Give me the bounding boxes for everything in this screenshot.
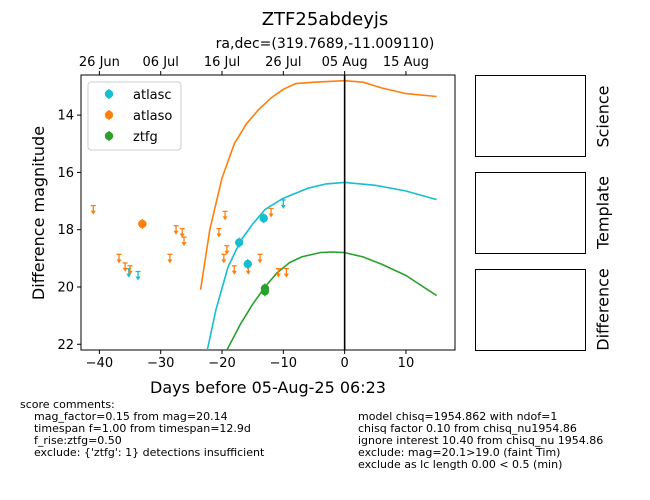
upper-limit-arrow-atlaso <box>231 270 237 275</box>
x-tick-label: −10 <box>270 356 297 371</box>
x-tick-label: 0 <box>340 356 348 371</box>
model-comments: model chisq=1954.862 with ndof=1 chisq f… <box>358 410 604 471</box>
detection-point-atlaso <box>138 219 147 229</box>
top-tick-label: 05 Aug <box>322 55 368 70</box>
y-tick-label: 14 <box>57 109 74 124</box>
detection-point-atlasc <box>259 214 268 223</box>
upper-limit-arrow-atlaso <box>245 270 251 275</box>
upper-limit-arrow-atlaso <box>167 259 173 264</box>
upper-limit-arrow-atlaso <box>257 259 263 264</box>
model-curve-atlasc <box>206 181 437 350</box>
detection-point-ztfg <box>260 287 270 296</box>
upper-limit-arrow-atlaso <box>173 230 179 235</box>
model-curve-ztfg <box>226 251 438 350</box>
top-tick-label: 26 Jul <box>265 55 301 70</box>
y-tick-label: 22 <box>57 338 74 353</box>
upper-limit-arrow-atlasc <box>280 204 286 209</box>
y-tick-label: 16 <box>57 166 74 181</box>
detection-point-atlasc <box>243 259 252 269</box>
legend-label-atlasc: atlasc <box>133 88 172 103</box>
upper-limit-arrow-atlaso <box>283 273 289 278</box>
plot-frame <box>80 74 456 351</box>
model-curve-atlaso <box>199 79 437 290</box>
upper-limit-arrow-atlaso <box>221 259 227 264</box>
difference-panel-label: Difference <box>593 268 613 351</box>
upper-limit-arrow-atlasc <box>126 273 132 278</box>
upper-limit-arrow-atlaso <box>127 270 133 275</box>
top-tick-label: 16 Jul <box>204 55 240 70</box>
difference-image-panel <box>475 269 586 351</box>
upper-limit-arrow-atlaso <box>116 259 122 264</box>
upper-limit-arrow-atlaso <box>268 213 274 218</box>
legend-label-ztfg: ztfg <box>133 130 158 145</box>
plot-area: −40 −30 −20 −10 0 10 26 Jun 06 Jul 16 Jul 26 Jul 0… <box>57 55 456 371</box>
legend-marker-atlaso <box>104 110 114 120</box>
detection-point-atlasc <box>234 238 244 247</box>
upper-limit-arrow-atlaso <box>122 267 128 272</box>
x-tick-label: −20 <box>208 356 235 371</box>
chart-title: ZTF25abdeyjs <box>262 9 389 30</box>
x-tick-label: 10 <box>398 356 415 371</box>
y-tick-label: 20 <box>57 280 74 295</box>
upper-limit-arrow-atlaso <box>224 250 230 255</box>
upper-limit-arrow-atlaso <box>90 210 96 215</box>
legend-marker-ztfg <box>104 131 114 141</box>
top-tick-label: 06 Jul <box>143 55 179 70</box>
upper-limit-arrow-atlaso <box>181 242 187 247</box>
legend-label-atlaso: atlaso <box>133 109 172 124</box>
top-tick-label: 15 Aug <box>383 55 429 70</box>
science-image-panel <box>475 75 586 157</box>
template-image-panel <box>475 172 586 254</box>
y-axis-label: Difference magnitude <box>29 126 48 300</box>
score-comments: score comments: mag_factor=0.15 from mag… <box>20 398 265 459</box>
chart-subtitle: ra,dec=(319.7689,-11.009110) <box>216 36 435 52</box>
upper-limit-arrow-atlaso <box>275 273 281 278</box>
upper-limit-arrow-atlaso <box>179 233 185 238</box>
upper-limit-arrow-atlasc <box>135 276 141 281</box>
y-tick-label: 18 <box>57 223 74 238</box>
x-axis-label: Days before 05-Aug-25 06:23 <box>150 378 386 397</box>
legend-marker-atlasc <box>104 89 114 99</box>
x-tick-label: −30 <box>147 356 174 371</box>
upper-limit-arrow-atlaso <box>216 233 222 238</box>
x-tick-label: −40 <box>86 356 113 371</box>
upper-limit-arrow-atlaso <box>222 216 228 221</box>
data-layer <box>90 75 438 350</box>
top-tick-label: 26 Jun <box>79 55 120 70</box>
